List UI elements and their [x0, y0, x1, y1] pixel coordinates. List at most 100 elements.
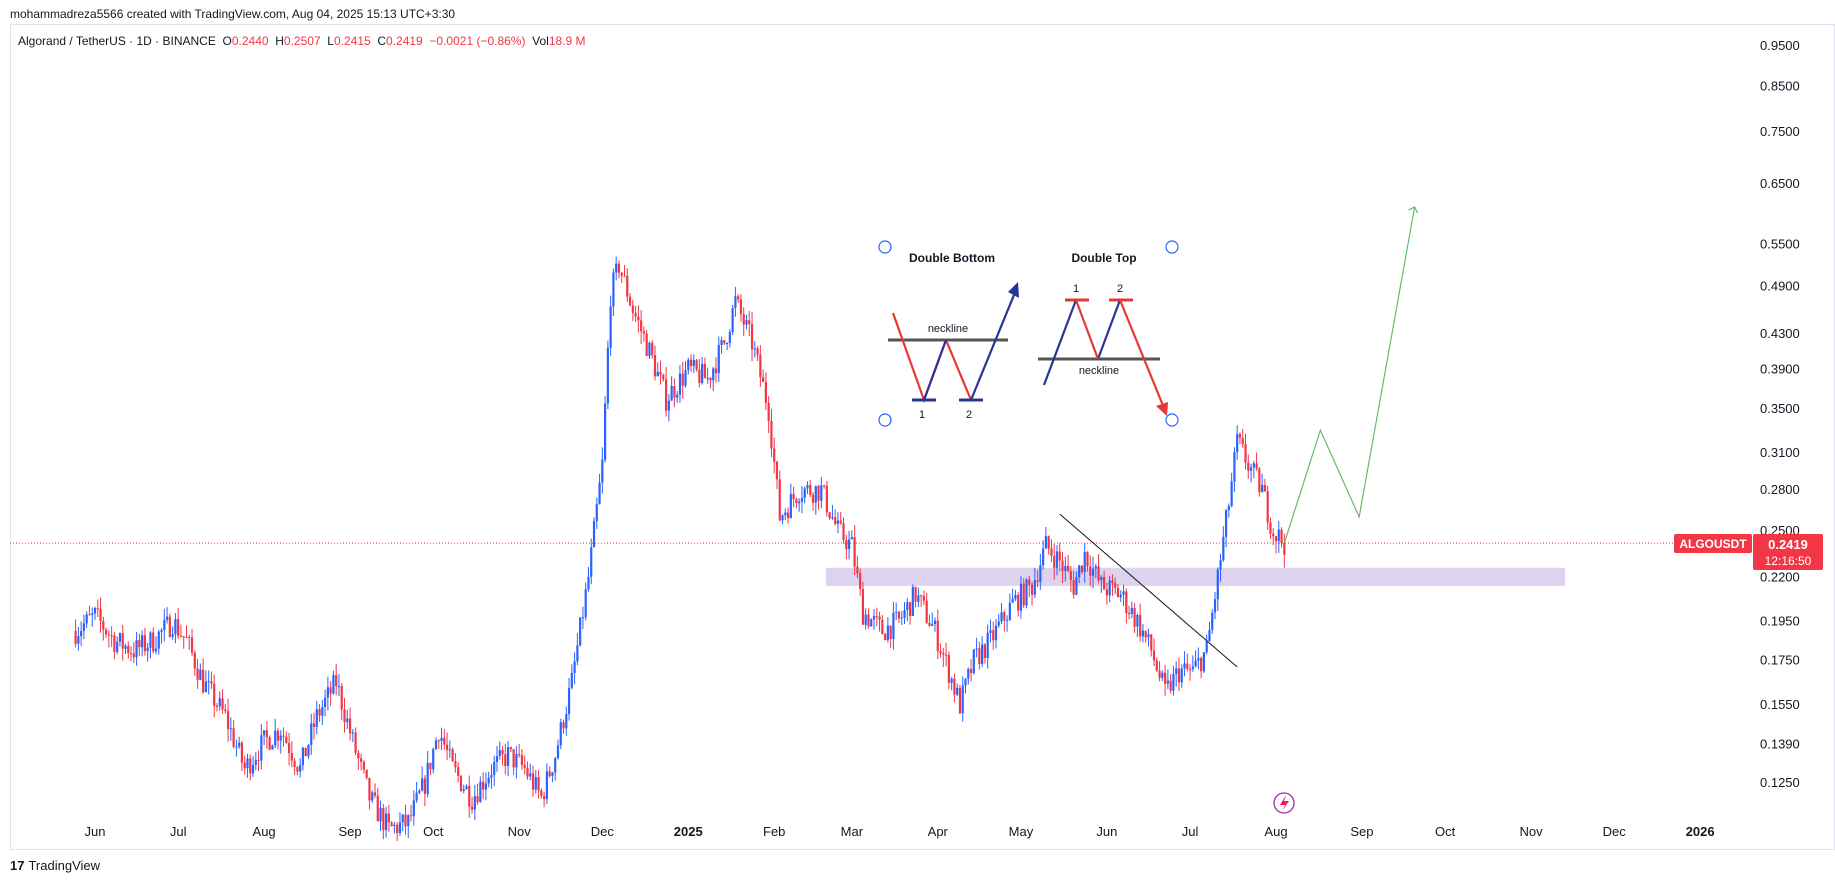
double-top-title: Double Top — [1071, 251, 1136, 265]
candle — [692, 354, 695, 373]
candle-body — [74, 630, 77, 644]
candle — [800, 485, 804, 514]
candle-body — [878, 616, 881, 620]
candle — [1211, 609, 1214, 634]
candle — [1233, 447, 1236, 492]
candle — [1050, 539, 1053, 563]
candle-body — [617, 263, 621, 273]
candle — [897, 610, 901, 623]
candle — [1147, 628, 1150, 647]
candle — [509, 746, 512, 753]
candle — [116, 636, 119, 655]
annotation-handle-br[interactable] — [1165, 413, 1179, 427]
candle — [318, 704, 321, 723]
candle — [1075, 571, 1078, 596]
candle-body — [759, 354, 762, 378]
candle-body — [565, 714, 568, 729]
candle — [773, 437, 776, 474]
symbol-name[interactable]: Algorand / TetherUS · 1D · BINANCE — [18, 34, 216, 48]
x-tick-label: Aug — [1264, 824, 1287, 839]
x-tick-label: Jun — [1096, 824, 1117, 839]
candle-body — [1050, 548, 1053, 556]
candle-body — [737, 296, 740, 300]
candle-body — [531, 773, 535, 790]
annotation-handle-bl[interactable] — [878, 413, 892, 427]
candle — [559, 718, 562, 750]
candle-body — [326, 687, 329, 698]
candle-body — [839, 520, 842, 524]
candle-body — [1011, 598, 1014, 603]
candle-body — [318, 709, 321, 716]
candle-body — [520, 754, 524, 765]
candle-body — [551, 772, 554, 777]
candle — [617, 260, 621, 279]
lightning-icon[interactable] — [1273, 792, 1295, 814]
candle — [340, 683, 343, 720]
candle — [895, 602, 898, 620]
candle-body — [104, 629, 108, 635]
candle — [193, 650, 196, 676]
candle — [498, 741, 501, 760]
candle — [1086, 551, 1089, 572]
candle-body — [983, 644, 987, 658]
candle — [518, 743, 521, 758]
candle-body — [842, 523, 845, 540]
candle-body — [165, 616, 169, 620]
candle — [1172, 665, 1175, 696]
candle-body — [246, 758, 249, 769]
candle — [249, 754, 252, 781]
candle — [77, 626, 80, 651]
y-tick-label: 0.1390 — [1760, 736, 1800, 751]
candle-body — [626, 275, 629, 297]
candle-body — [1224, 510, 1228, 537]
candle-body — [85, 614, 88, 624]
y-tick-label: 0.2200 — [1760, 570, 1800, 585]
candle — [825, 481, 828, 517]
candle-body — [1130, 607, 1133, 614]
candle-body — [989, 630, 992, 633]
candle-body — [107, 634, 110, 636]
candle — [146, 642, 149, 662]
candle — [263, 730, 266, 746]
candle-body — [1008, 602, 1011, 620]
candle-body — [157, 631, 160, 649]
candle-body — [437, 740, 440, 742]
tradingview-logo[interactable]: 17 TradingView — [10, 858, 100, 873]
annotation-handle-tr[interactable] — [1165, 240, 1179, 254]
candle-body — [290, 753, 293, 761]
candle-body — [357, 752, 360, 759]
candle — [1141, 623, 1145, 643]
candle — [1236, 425, 1239, 460]
candle-body — [1238, 434, 1242, 438]
candle-body — [301, 747, 305, 766]
candle — [1028, 575, 1031, 598]
candle — [332, 670, 335, 695]
candle-body — [440, 737, 443, 741]
candle — [143, 627, 147, 656]
candle-body — [997, 621, 1000, 626]
pattern-annotation[interactable]: Double Bottom neckline 1 2 Double Top 1 … — [878, 240, 1179, 427]
annotation-handle-tl[interactable] — [878, 240, 892, 254]
candle — [440, 727, 443, 751]
candle-body — [1213, 599, 1217, 613]
candle-body — [179, 635, 183, 637]
y-tick-label: 0.3100 — [1760, 445, 1800, 460]
candle — [1033, 567, 1036, 599]
candle — [534, 770, 537, 794]
candle — [775, 460, 779, 490]
candle-body — [459, 775, 463, 791]
candle — [900, 610, 903, 625]
candle-body — [113, 635, 116, 652]
candle — [351, 729, 354, 743]
candle — [845, 534, 848, 560]
candle — [179, 624, 183, 638]
candle-body — [1019, 583, 1023, 611]
candle — [745, 314, 748, 330]
candle-body — [287, 743, 291, 754]
double-top-rise — [1042, 299, 1078, 386]
candle — [1255, 452, 1258, 471]
candle-body — [88, 614, 91, 616]
candle — [892, 601, 895, 650]
close-value: 0.2419 — [386, 34, 423, 48]
